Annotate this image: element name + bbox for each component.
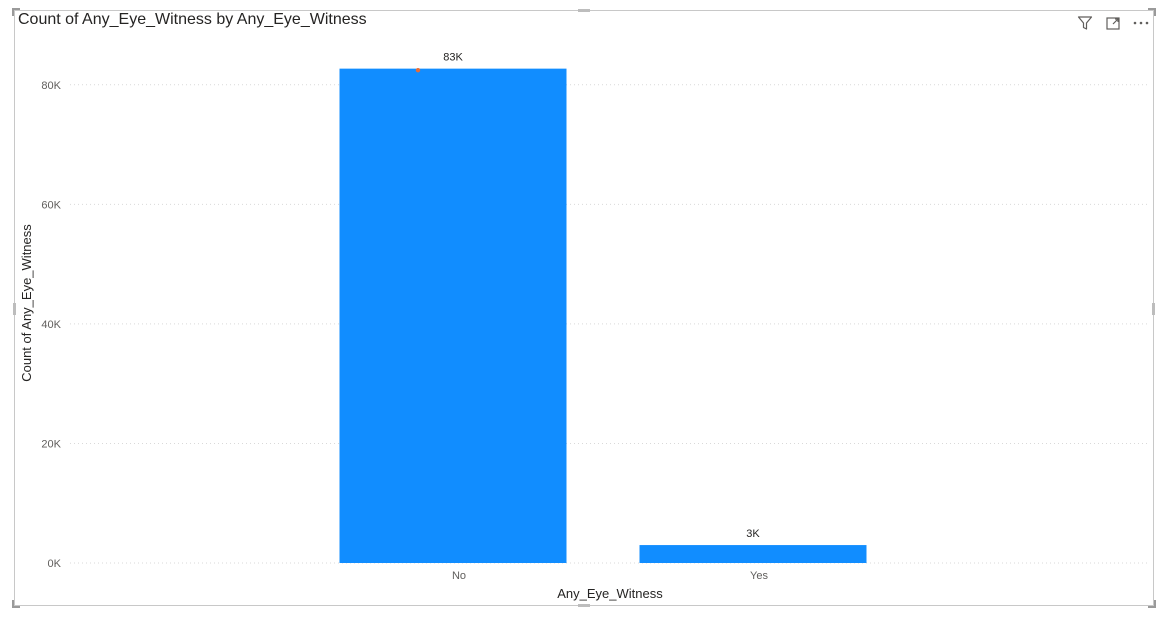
- visual-header-toolbar: [1076, 14, 1150, 32]
- more-options-icon[interactable]: [1132, 14, 1150, 32]
- visual-container[interactable]: [14, 10, 1154, 606]
- filter-icon[interactable]: [1076, 14, 1094, 32]
- focus-mode-icon[interactable]: [1104, 14, 1122, 32]
- bottom-right-resize-corner[interactable]: [1148, 600, 1156, 608]
- top-left-resize-corner[interactable]: [12, 8, 20, 16]
- bottom-resize-handle[interactable]: [578, 604, 590, 607]
- chart-title: Count of Any_Eye_Witness by Any_Eye_Witn…: [18, 11, 367, 28]
- bottom-left-resize-corner[interactable]: [12, 600, 20, 608]
- right-resize-handle[interactable]: [1152, 303, 1155, 315]
- top-resize-handle[interactable]: [578, 9, 590, 12]
- top-right-resize-corner[interactable]: [1148, 8, 1156, 16]
- left-resize-handle[interactable]: [13, 303, 16, 315]
